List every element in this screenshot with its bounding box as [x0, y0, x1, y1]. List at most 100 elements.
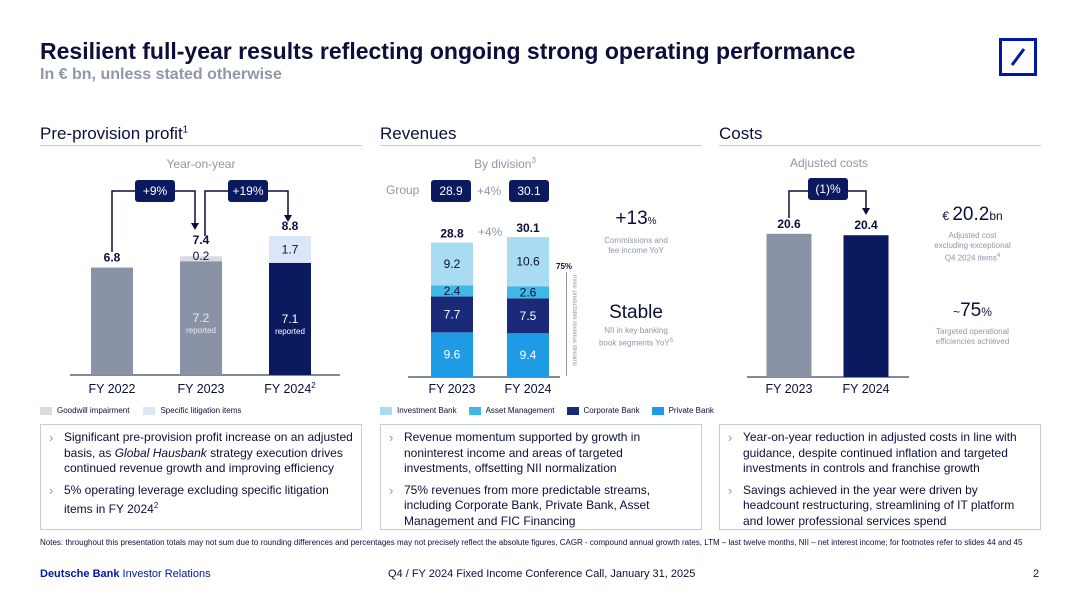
costs-connector-b	[848, 190, 867, 210]
revenues-segment-label: 10.6	[516, 255, 540, 269]
revenues-bar-segment	[431, 332, 473, 377]
costs-bullet-1-text: Year-on-year reduction in adjusted costs…	[743, 430, 1017, 475]
legend-swatch	[143, 406, 156, 415]
revenues-segment-label: 2.6	[520, 285, 537, 299]
ppp-bullet-2-text: 5% operating leverage excluding specific…	[64, 482, 329, 517]
ppp-caption: Year-on-year	[166, 157, 236, 171]
chevron-right-icon: ›	[49, 482, 54, 498]
ppp-rule	[40, 145, 362, 146]
ppp-legend: Goodwill impairment Specific litigation …	[40, 406, 241, 415]
revenues-category-label: FY 2024	[504, 382, 551, 396]
revenues-bar-segment	[431, 285, 473, 297]
ppp-bar-note-label: reported	[186, 326, 216, 335]
revenues-bar-segment	[507, 237, 549, 287]
legend-goodwill: Goodwill impairment	[40, 406, 129, 415]
ppp-category-label: FY 2022	[88, 382, 135, 396]
ppp-growth-badge-1: +9%	[135, 180, 175, 202]
costs-connector	[788, 190, 808, 218]
footer-event: Q4 / FY 2024 Fixed Income Conference Cal…	[388, 568, 696, 580]
revenues-bar-segment	[431, 296, 473, 333]
group-value-2024: 30.1	[509, 180, 549, 202]
revenues-textbox: › Revenue momentum supported by growth in…	[380, 424, 702, 530]
ppp-arrow-1	[191, 223, 199, 230]
page-title: Resilient full-year results reflecting o…	[40, 38, 856, 64]
ppp-connector-2	[204, 190, 228, 236]
revenues-bullet-1: › Revenue momentum supported by growth in…	[389, 430, 693, 477]
legend-swatch	[651, 406, 664, 415]
group-growth: +4%	[477, 184, 502, 198]
group-value-2023: 28.9	[431, 180, 471, 202]
ppp-connector-1b	[175, 190, 196, 225]
revenues-section-title: Revenues	[380, 124, 457, 143]
commissions-kpi: +13%	[615, 208, 657, 229]
costs-category-label: FY 2024	[842, 382, 889, 396]
revenues-bullet-2-text: 75% revenues from more predictable strea…	[404, 482, 651, 528]
commissions-kpi-note: Commissions and fee income YoY	[604, 236, 668, 255]
page-number: 2	[1033, 568, 1040, 580]
logo-slash-icon	[1010, 48, 1026, 66]
chevron-right-icon: ›	[389, 482, 394, 498]
revenues-total-label: 28.8	[440, 227, 464, 241]
chevron-right-icon: ›	[728, 482, 733, 498]
legend-swatch	[380, 406, 392, 415]
revenues-segment-label: 9.4	[520, 348, 537, 362]
predictable-text: more predictable revenue streams	[571, 275, 577, 367]
nii-kpi: Stable	[609, 302, 663, 323]
costs-textbox: › Year-on-year reduction in adjusted cost…	[719, 424, 1041, 530]
legend-swatch	[566, 406, 579, 415]
costs-bar	[843, 235, 889, 377]
costs-rule	[719, 145, 1041, 146]
legend-investment-bank: Investment Bank	[380, 406, 457, 415]
revenues-chart: 9.6 7.7 2.4 9.2 28.8 FY 2023 9.4 7.5 2.6 10.6 30.1…	[408, 221, 560, 396]
ppp-category-label: FY 2023	[177, 382, 224, 396]
ppp-litigation-label: 1.7	[282, 242, 299, 256]
ppp-bar-reported	[180, 261, 222, 375]
predictable-share-label: 75%	[556, 262, 573, 271]
costs-caption: Adjusted costs	[789, 156, 869, 170]
ppp-bullet-1-text: Significant pre-provision profit increas…	[64, 430, 353, 475]
legend-litigation: Specific litigation items	[143, 406, 241, 415]
ppp-bar-reported	[91, 267, 133, 375]
adjusted-cost-kpi: € 20.2bn	[942, 204, 1003, 225]
predictable-bracket	[566, 272, 571, 376]
revenues-caption: By division3	[474, 156, 536, 171]
costs-bullet-2-text: Savings achieved in the year were driven…	[743, 482, 1015, 528]
bar-growth: +4%	[478, 225, 503, 239]
revenues-segment-label: 7.7	[444, 307, 461, 321]
ppp-bar-litigation	[269, 235, 311, 263]
legend-swatch	[40, 406, 52, 415]
legend-corporate-bank: Corporate Bank	[566, 406, 640, 415]
costs-bar	[766, 233, 812, 377]
ppp-bar-reported	[269, 262, 311, 375]
revenues-segment-label: 9.2	[444, 257, 461, 271]
costs-bullet-1: › Year-on-year reduction in adjusted cost…	[728, 430, 1032, 477]
costs-arrow	[862, 208, 870, 215]
costs-chart: 20.6 FY 2023 20.4 FY 2024	[747, 190, 909, 396]
costs-total-label: 20.6	[777, 217, 801, 231]
ppp-bar-note-label: reported	[275, 327, 305, 336]
revenues-segment-label: 7.5	[520, 309, 537, 323]
revenues-total-label: 30.1	[516, 221, 540, 235]
revenues-bar-segment	[507, 286, 549, 299]
revenues-bullet-2: › 75% revenues from more predictable stre…	[389, 483, 693, 530]
revenues-bar-segment	[431, 242, 473, 286]
ppp-connector-1	[111, 190, 135, 252]
ppp-arrow-2	[284, 215, 292, 222]
ppp-total-label: 8.8	[282, 219, 299, 233]
ppp-connector-2b	[268, 190, 289, 217]
legend-swatch	[468, 406, 481, 415]
costs-bullet-2: › Savings achieved in the year were drive…	[728, 483, 1032, 530]
ppp-total-label: 7.4	[193, 233, 210, 247]
deutsche-bank-logo	[999, 38, 1037, 76]
chevron-right-icon: ›	[728, 430, 733, 445]
efficiencies-note: Targeted operational efficiencies achieve…	[935, 327, 1010, 346]
revenues-category-label: FY 2023	[428, 382, 475, 396]
ppp-total-label: 6.8	[104, 251, 121, 265]
ppp-category-sup: 2	[311, 381, 316, 390]
revenues-legend: Investment Bank Asset Management Corpora…	[380, 406, 714, 415]
page-subtitle: In € bn, unless stated otherwise	[40, 66, 282, 83]
chevron-right-icon: ›	[389, 430, 394, 445]
footer-brand: Deutsche Bank Investor Relations	[40, 568, 211, 580]
efficiencies-kpi: ~75%	[953, 300, 992, 321]
